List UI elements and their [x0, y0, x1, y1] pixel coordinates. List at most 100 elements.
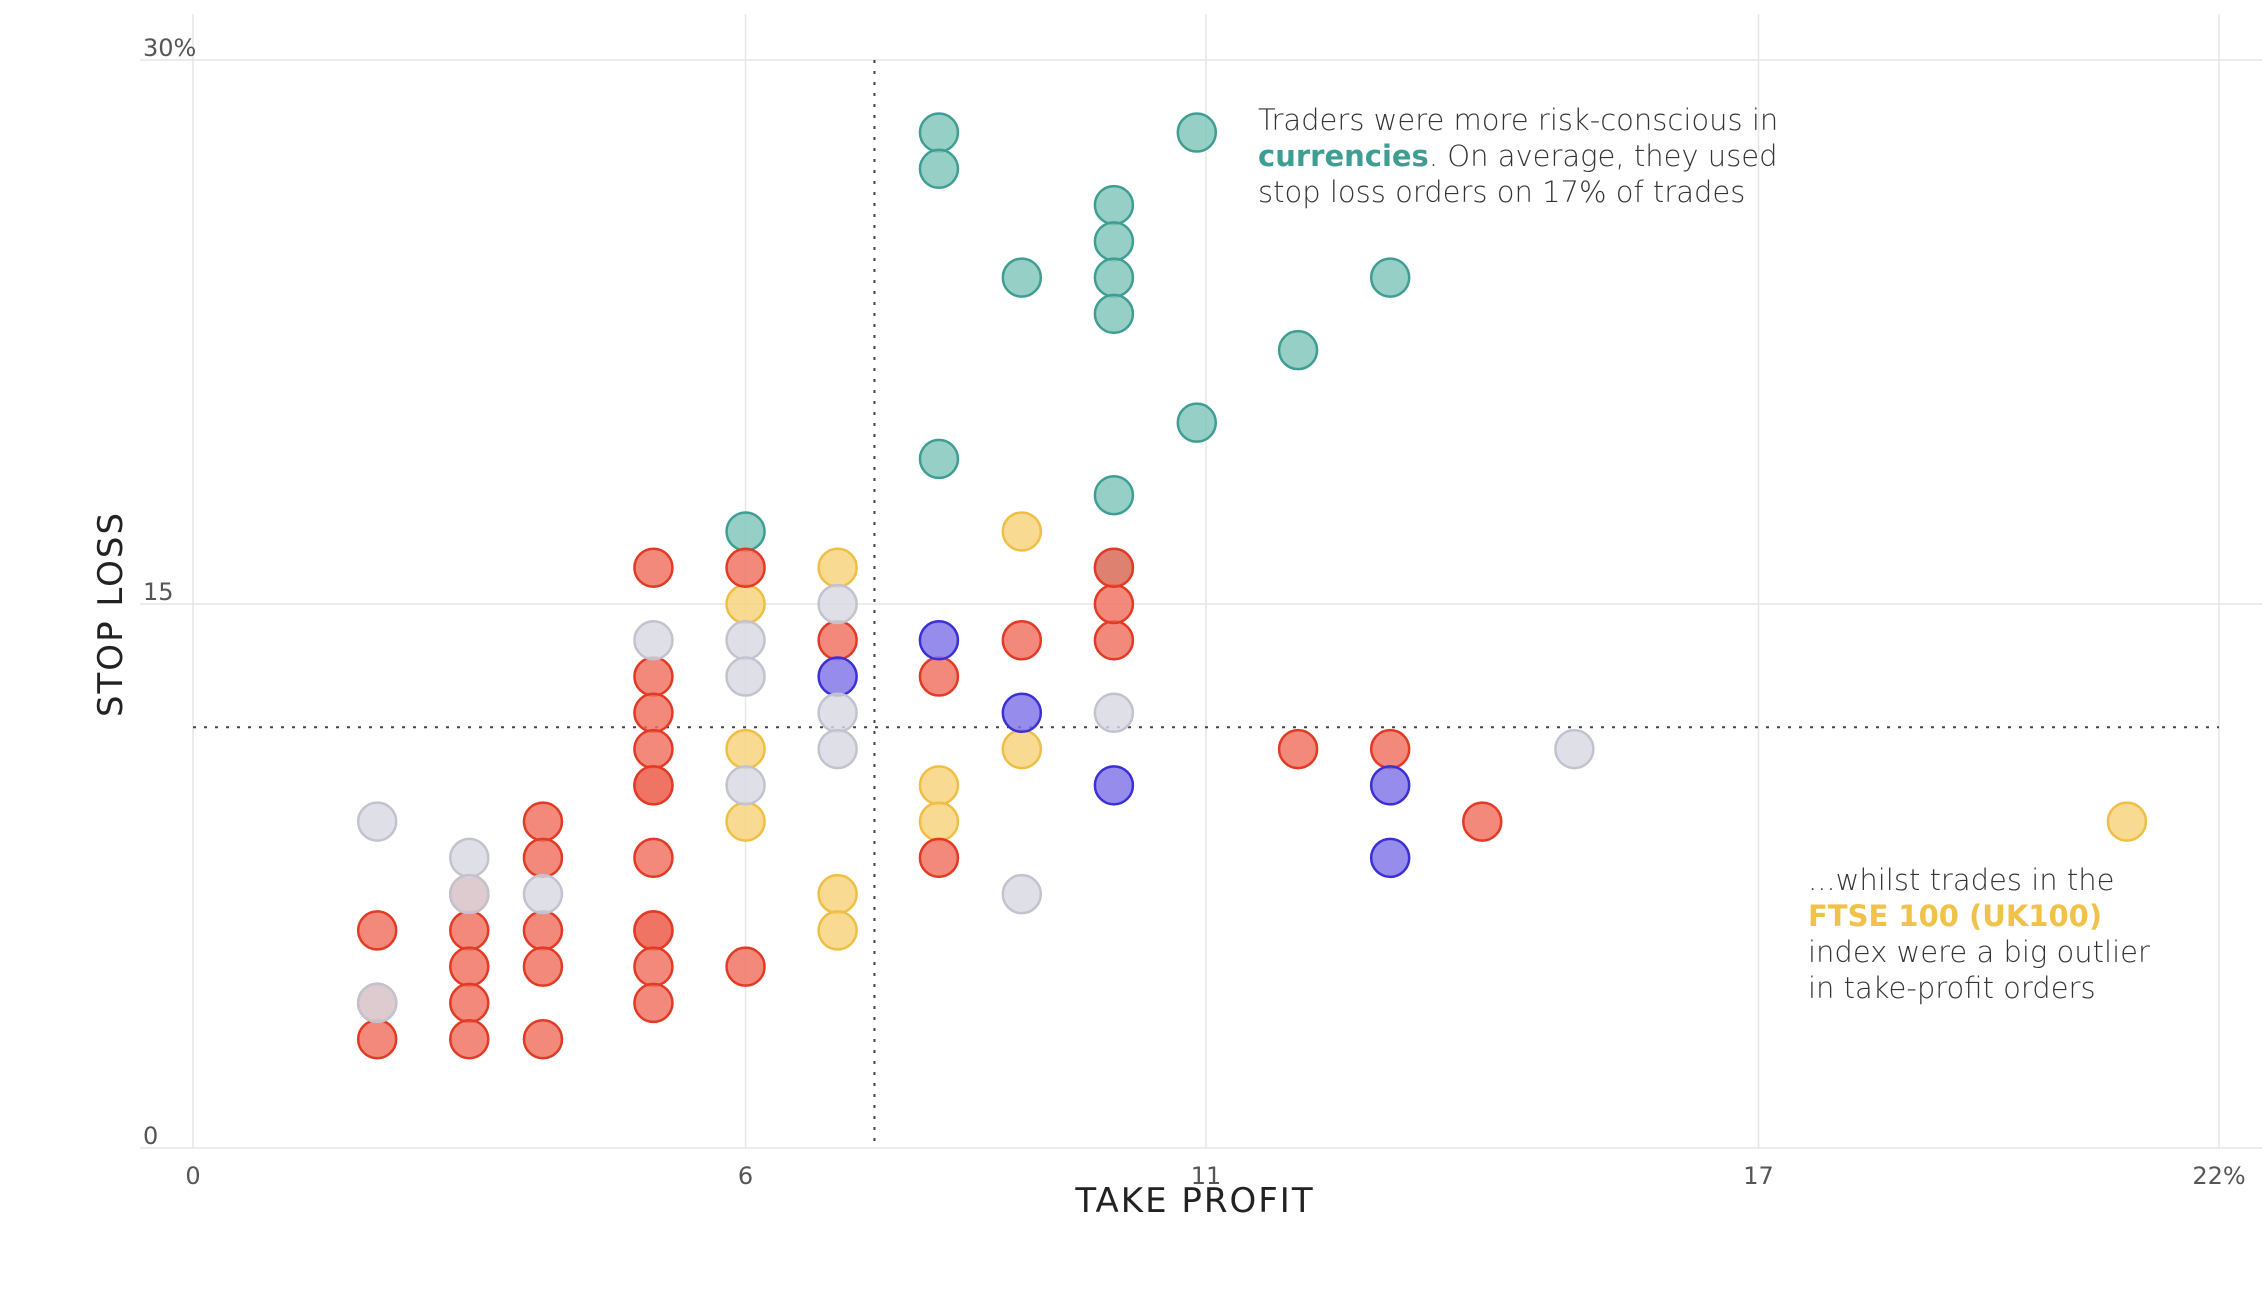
point-red [918, 837, 960, 879]
point-grey [449, 837, 490, 879]
point-red [356, 910, 398, 951]
point-teal [1093, 184, 1135, 226]
point-gold [817, 873, 858, 915]
gridlines [140, 14, 2262, 1149]
point-purple [817, 656, 858, 697]
data-points [356, 112, 2148, 1060]
annotation-ftse-highlight: FTSE 100 (UK100) [1808, 899, 2103, 933]
point-grey [817, 728, 858, 770]
point-red [1462, 801, 1503, 842]
point-gold [1001, 728, 1043, 770]
point-red [633, 692, 674, 734]
point-red [1001, 620, 1043, 661]
point-gold [918, 801, 960, 842]
point-red [449, 982, 490, 1024]
point-teal [1093, 221, 1135, 262]
point-gold [817, 547, 858, 588]
x-tick-label: 11 [1191, 1162, 1222, 1190]
point-red [522, 910, 564, 951]
point-grey [1001, 873, 1043, 915]
point-teal [918, 148, 960, 190]
point-red [1093, 547, 1135, 588]
point-red [633, 837, 674, 879]
reference-lines [193, 60, 2219, 1148]
point-grey [817, 583, 858, 625]
annotation-ftse-line3: index were a big outlier [1808, 935, 2150, 969]
point-grey [725, 656, 766, 697]
point-red [725, 547, 766, 588]
point-purple [1001, 692, 1043, 734]
point-purple [1369, 765, 1411, 806]
point-red [633, 982, 674, 1024]
x-tick-label: 6 [738, 1162, 753, 1190]
point-red [633, 910, 674, 951]
point-gold [1001, 511, 1043, 552]
annotation-currencies-line2: currencies. On average, they used [1258, 138, 1818, 174]
y-tick-label: 30% [143, 34, 196, 62]
point-red [633, 728, 674, 770]
point-teal [1093, 257, 1135, 298]
point-teal [1001, 257, 1043, 298]
point-grey [449, 873, 490, 915]
x-axis-title: TAKE PROFIT [1074, 1181, 1314, 1221]
point-grey [1093, 692, 1135, 734]
point-red [449, 1018, 490, 1060]
point-red [522, 1018, 564, 1060]
x-tick-label: 0 [185, 1162, 200, 1190]
point-teal [1277, 329, 1319, 371]
point-grey [817, 692, 858, 734]
point-grey [725, 765, 766, 806]
y-tick-label: 0 [143, 1122, 158, 1150]
x-tick-label: 17 [1743, 1162, 1774, 1190]
point-red [633, 946, 674, 987]
y-tick-label: 15 [143, 578, 174, 606]
point-gold [918, 765, 960, 806]
point-red [522, 946, 564, 987]
y-tick-labels: 0 15 30% [143, 34, 196, 1150]
point-red [1093, 620, 1135, 661]
annotation-currencies-highlight: currencies [1258, 139, 1429, 173]
point-grey [633, 620, 674, 661]
point-teal [1176, 402, 1218, 443]
point-red [356, 1018, 398, 1060]
annotation-ftse: ...whilst trades in the FTSE 100 (UK100)… [1808, 862, 2208, 1006]
point-teal [918, 438, 960, 480]
annotation-currencies-line1: Traders were more risk-conscious in [1258, 103, 1779, 137]
point-gold [725, 728, 766, 770]
annotation-currencies-line2-rest: . On average, they used [1428, 139, 1778, 173]
point-teal [1093, 474, 1135, 516]
point-red [918, 656, 960, 697]
point-purple [918, 620, 960, 661]
point-red [522, 801, 564, 842]
annotation-ftse-line1: ...whilst trades in the [1808, 863, 2115, 897]
point-teal [918, 112, 960, 153]
point-red [1093, 583, 1135, 625]
point-red [449, 910, 490, 951]
point-teal [725, 511, 766, 552]
point-purple [1093, 765, 1135, 806]
y-axis-title: STOP LOSS [91, 511, 131, 717]
point-red [633, 547, 674, 588]
point-teal [1369, 257, 1411, 298]
point-grey [356, 982, 398, 1024]
x-tick-labels: 0 6 11 17 22% [185, 1162, 2245, 1190]
point-grey [356, 801, 398, 842]
annotation-currencies-line3: stop loss orders on 17% of trades [1258, 175, 1746, 209]
point-red [1277, 728, 1319, 770]
point-red [1369, 728, 1411, 770]
point-red [633, 656, 674, 697]
point-grey [1554, 728, 1595, 770]
point-red [817, 620, 858, 661]
point-gold [725, 583, 766, 625]
point-gold [2106, 801, 2148, 842]
point-red [449, 946, 490, 987]
point-teal [1176, 112, 1218, 153]
point-red [633, 765, 674, 806]
x-tick-label: 22% [2192, 1162, 2245, 1190]
point-red [522, 837, 564, 879]
point-grey [725, 620, 766, 661]
point-gold [817, 910, 858, 951]
annotation-currencies: Traders were more risk-conscious in curr… [1258, 102, 1818, 210]
point-teal [1093, 293, 1135, 335]
